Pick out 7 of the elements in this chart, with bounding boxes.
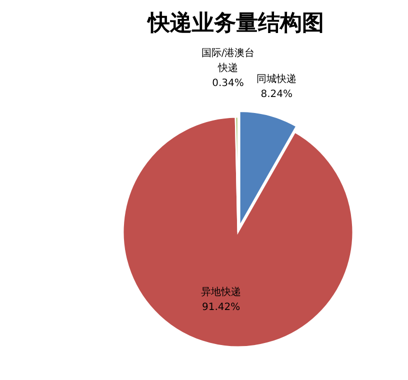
data-label: 8.24% <box>260 89 293 100</box>
chart-title: 快递业务量结构图 <box>146 10 324 36</box>
data-label: 0.34% <box>212 78 244 89</box>
slice-label: 异地快递 <box>201 286 242 298</box>
data-label: 91.42% <box>202 302 240 313</box>
slice-label: 国际/港澳台快递 <box>201 47 255 74</box>
slice-label: 同城快递 <box>256 73 297 86</box>
